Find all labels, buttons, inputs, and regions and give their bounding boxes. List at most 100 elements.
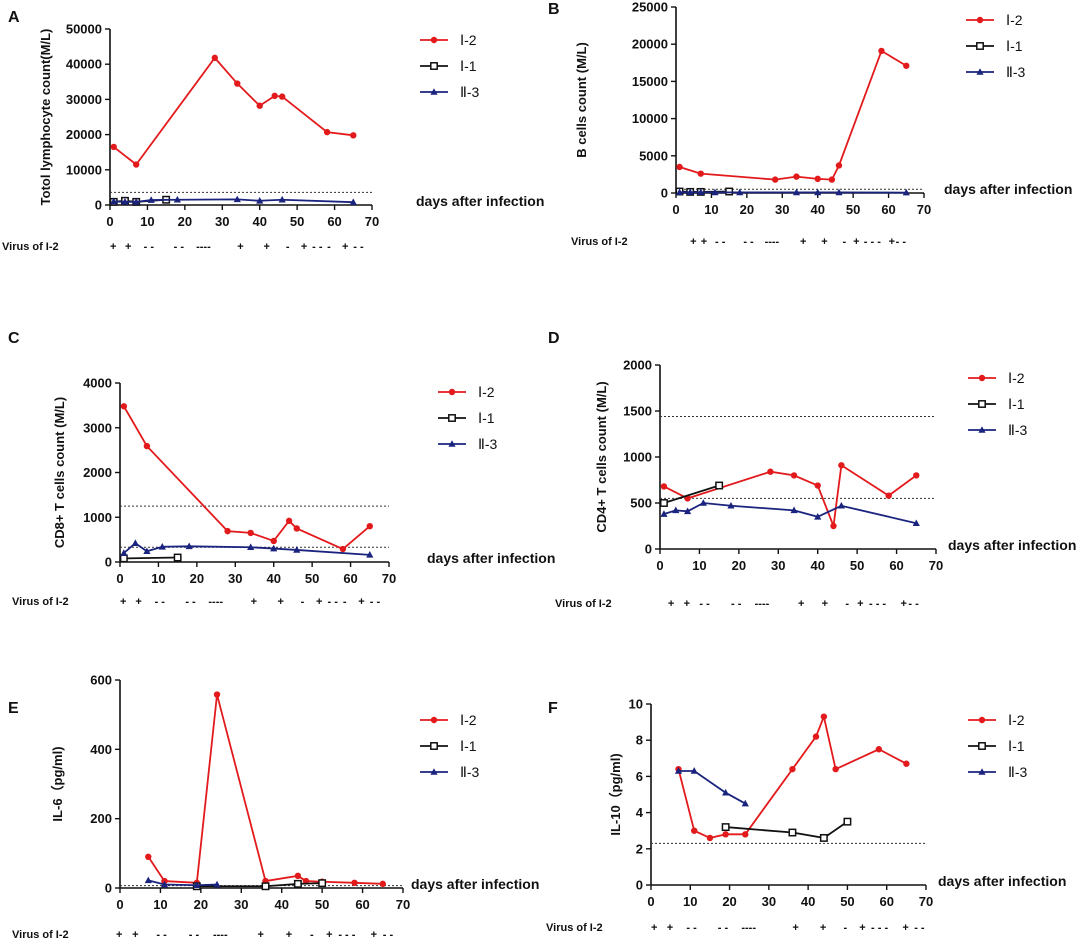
series-line-0 — [663, 463, 917, 527]
legend-label: Ⅱ-3 — [460, 764, 480, 780]
data-point — [349, 198, 357, 205]
legend-label: Ⅰ-1 — [1008, 396, 1025, 412]
virus-result-mark: - — [343, 596, 347, 608]
data-point — [131, 539, 139, 547]
x-tick-label: 10 — [683, 894, 697, 909]
legend-label: Ⅰ-1 — [460, 58, 477, 74]
x-tick-label: 30 — [215, 214, 229, 229]
data-point — [875, 746, 883, 753]
legend-label: Ⅱ-3 — [1008, 422, 1028, 438]
legend-label: Ⅰ-1 — [460, 738, 477, 754]
y-tick-label: 400 — [90, 742, 112, 757]
virus-result-mark: - - — [312, 241, 323, 253]
virus-result-mark: + — [286, 929, 292, 941]
data-point — [711, 188, 719, 196]
data-point — [742, 831, 749, 838]
series-line-1 — [123, 556, 178, 560]
virus-result-mark: ---- — [208, 596, 223, 608]
data-point — [339, 545, 347, 553]
data-point — [903, 760, 910, 767]
virus-result-mark: + — [263, 241, 269, 253]
virus-result-mark: - - — [718, 922, 729, 934]
virus-result-mark: - — [286, 241, 290, 253]
legend-marker — [448, 440, 456, 447]
data-point — [691, 827, 698, 834]
data-point — [793, 173, 800, 180]
data-point — [830, 522, 837, 530]
data-point — [211, 54, 218, 62]
data-point — [690, 767, 698, 774]
x-tick-label: 70 — [929, 558, 943, 573]
y-tick-label: 20000 — [632, 37, 668, 52]
virus-result-mark: + — [342, 241, 348, 253]
legend-label: Ⅰ-2 — [1008, 712, 1025, 728]
virus-result-mark: + — [278, 596, 284, 608]
virus-result-mark: - - — [370, 596, 381, 608]
y-tick-label: 2000 — [623, 358, 652, 373]
virus-result-mark: + — [110, 241, 116, 253]
data-point — [233, 195, 241, 203]
y-tick-label: 1500 — [623, 404, 652, 419]
x-tick-label: 20 — [194, 897, 208, 912]
y-tick-label: 20000 — [66, 127, 102, 142]
y-axis-label: Totol lymphocyte count(M/L) — [38, 29, 53, 206]
data-point — [706, 834, 714, 842]
x-tick-label: 50 — [315, 897, 329, 912]
data-point — [699, 499, 707, 506]
data-point — [812, 733, 820, 740]
y-tick-label: 10000 — [66, 162, 102, 177]
series-line-0 — [677, 713, 907, 839]
data-point — [132, 198, 140, 205]
data-point — [224, 527, 231, 535]
virus-result-mark: + — [257, 929, 263, 941]
x-tick-label: 20 — [740, 202, 754, 217]
legend-label: Ⅰ-2 — [1008, 370, 1025, 386]
data-point — [351, 879, 358, 886]
x-tick-label: 40 — [252, 214, 266, 229]
data-point — [145, 853, 152, 860]
virus-result-mark: + — [792, 922, 798, 934]
virus-result-mark: + — [902, 922, 908, 934]
legend-label: Ⅰ-2 — [1006, 12, 1023, 28]
virus-result-mark: + — [798, 598, 804, 610]
y-axis-label: IL-6（pg/ml) — [50, 746, 65, 821]
panel-e: E 0 200 400 600 0 10 20 30 40 50 60 70 IL-6（pg/ml) day… — [8, 673, 539, 942]
virus-result-mark: + — [326, 929, 332, 941]
y-axis-label: IL-10（pg/ml) — [608, 753, 623, 835]
x-tick-label: 70 — [917, 202, 931, 217]
virus-result-mark: - - — [715, 236, 726, 248]
virus-result-mark: - - — [908, 598, 919, 610]
virus-result-mark: - - — [383, 929, 394, 941]
series-line-0 — [123, 405, 371, 551]
x-tick-label: 60 — [355, 897, 369, 912]
data-point — [912, 519, 920, 527]
data-point — [684, 507, 692, 515]
x-tick-label: 40 — [810, 202, 824, 217]
data-point — [213, 880, 221, 888]
data-point — [814, 175, 821, 183]
data-point — [278, 195, 286, 203]
legend-marker — [430, 88, 438, 95]
legend-marker — [978, 742, 986, 750]
x-tick-label: 40 — [266, 571, 280, 586]
virus-result-mark: + — [690, 236, 696, 248]
data-point — [293, 525, 300, 532]
virus-result-mark: - - - — [864, 236, 881, 248]
virus-result-mark: + — [853, 236, 859, 248]
data-point — [119, 554, 128, 563]
data-point — [285, 517, 293, 525]
virus-result-mark: - - — [144, 241, 155, 253]
virus-result-mark: - - — [743, 236, 754, 248]
y-axis-label: CD4+ T cells count (M/L) — [594, 381, 609, 532]
panel-letter: D — [548, 330, 560, 347]
y-tick-label: 5000 — [639, 148, 668, 163]
y-tick-label: 3000 — [83, 420, 112, 435]
x-axis-label: days after infection — [938, 873, 1066, 889]
y-tick-label: 4000 — [83, 376, 112, 391]
virus-result-mark: + — [251, 596, 257, 608]
virus-result-mark: + — [358, 596, 364, 608]
data-point — [350, 132, 357, 139]
x-tick-label: 60 — [327, 214, 341, 229]
virus-result-mark: - - - — [338, 929, 355, 941]
data-point — [721, 823, 730, 832]
